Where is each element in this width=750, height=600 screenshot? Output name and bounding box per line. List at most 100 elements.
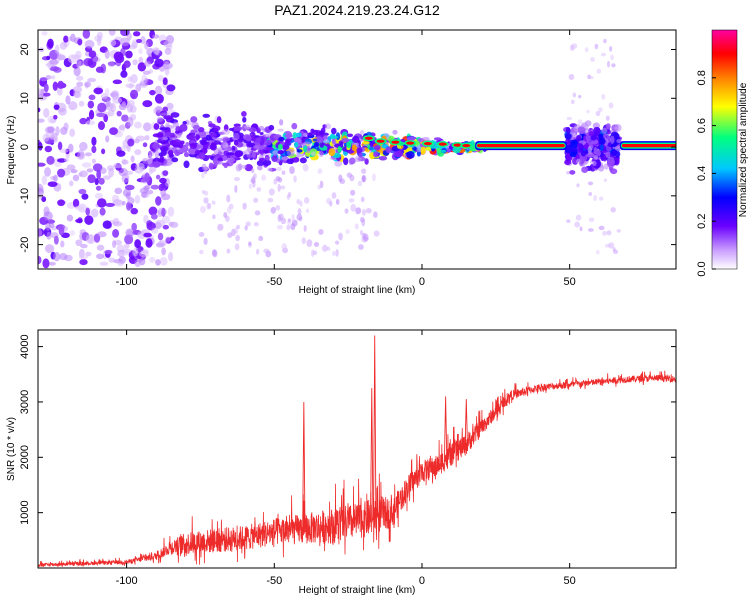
spectrogram-cell bbox=[208, 123, 216, 128]
spectrogram-cell bbox=[135, 83, 142, 92]
spectrogram-cell bbox=[46, 55, 51, 61]
spectrogram-cell bbox=[207, 203, 211, 209]
spectrogram-cell bbox=[299, 200, 303, 207]
spectrogram-peak-core bbox=[462, 143, 471, 148]
spectrogram-cell bbox=[96, 31, 104, 39]
spectrogram-cell bbox=[57, 199, 66, 207]
spectrogram-cell bbox=[211, 249, 217, 257]
spectrogram-cell bbox=[203, 237, 208, 246]
spectrogram-cell bbox=[85, 207, 90, 216]
spectrogram-cell bbox=[167, 206, 175, 217]
spectrogram-cell bbox=[46, 231, 52, 240]
spectrogram-cell bbox=[348, 157, 356, 165]
spectrogram-cell bbox=[205, 134, 212, 141]
spectrogram-cell bbox=[265, 147, 275, 151]
spectrogram-cell bbox=[594, 43, 599, 50]
spectrogram-cell bbox=[131, 222, 138, 231]
spectrogram-cell bbox=[217, 224, 223, 231]
spectrogram-xtick-label: 0 bbox=[419, 276, 425, 288]
spectrogram-cell bbox=[361, 208, 367, 216]
spectrogram-cell bbox=[52, 81, 58, 91]
spectrogram-cell bbox=[183, 152, 190, 158]
spectrogram-cell bbox=[45, 75, 52, 80]
spectrogram-cell bbox=[143, 122, 152, 132]
snr-spike bbox=[373, 335, 377, 520]
spectrogram-cell bbox=[84, 39, 95, 49]
spectrogram-cell bbox=[339, 178, 346, 185]
spectrogram-cell bbox=[289, 166, 295, 175]
spectrogram-cell bbox=[190, 129, 198, 134]
spectrogram-cell bbox=[234, 185, 238, 193]
spectrogram-cell bbox=[566, 116, 573, 121]
spectrogram-cell bbox=[162, 136, 168, 141]
spectrogram-cell bbox=[584, 47, 589, 53]
spectrogram-cell bbox=[149, 256, 156, 263]
spectrogram-cell bbox=[79, 259, 88, 266]
spectrogram-cell bbox=[155, 259, 161, 266]
spectrogram-cell bbox=[117, 249, 125, 258]
spectrogram-cell bbox=[65, 95, 71, 105]
spectrogram-cell bbox=[144, 41, 149, 50]
spectrogram-cell bbox=[134, 149, 142, 156]
spectrogram-cell bbox=[406, 136, 416, 142]
spectrogram-cell bbox=[296, 149, 303, 153]
spectrogram-cell bbox=[566, 171, 570, 175]
spectrogram-cell bbox=[116, 110, 122, 117]
spectrogram-cell bbox=[317, 184, 322, 190]
spectrogram-cell bbox=[598, 137, 606, 145]
spectrogram-cell bbox=[81, 162, 92, 168]
spectrogram-cell bbox=[67, 143, 74, 153]
spectrogram-cell bbox=[596, 150, 601, 157]
spectrogram-cell bbox=[590, 135, 597, 141]
spectrogram-cell bbox=[157, 75, 164, 82]
spectrogram-peak-core bbox=[364, 136, 373, 140]
spectrogram-peak-core bbox=[438, 142, 447, 146]
spectrogram-cell bbox=[109, 39, 117, 47]
spectrogram-cell bbox=[606, 60, 611, 68]
spectrogram-cell bbox=[163, 40, 173, 48]
spectrogram-cell bbox=[91, 158, 96, 164]
spectrogram-cell bbox=[241, 111, 247, 117]
snr-xtick-label: -100 bbox=[116, 575, 138, 587]
spectrogram-cell bbox=[440, 149, 447, 153]
spectrogram-cell bbox=[138, 56, 144, 65]
spectrogram-cell bbox=[243, 124, 251, 130]
spectrogram-cell bbox=[267, 197, 274, 203]
spectrogram-cell bbox=[279, 119, 284, 126]
spectrogram-cell bbox=[588, 217, 595, 223]
spectrogram-cell bbox=[120, 30, 130, 37]
spectrogram-cell bbox=[167, 149, 174, 156]
spectrogram-cell bbox=[350, 203, 357, 212]
spectrogram-cell bbox=[162, 77, 168, 86]
spectrogram-cell bbox=[321, 244, 328, 252]
spectrogram-cell bbox=[38, 162, 46, 167]
spectrogram-ytick-label: -20 bbox=[19, 237, 31, 253]
spectrogram-cell bbox=[70, 169, 78, 174]
spectrogram-cell bbox=[331, 192, 337, 199]
spectrogram-cell bbox=[140, 36, 146, 45]
spectrogram-cell bbox=[134, 166, 144, 174]
spectrogram-cell bbox=[355, 207, 360, 215]
spectrogram-cell bbox=[203, 166, 208, 175]
spectrogram-cell bbox=[152, 47, 160, 55]
spectrogram-cell bbox=[161, 247, 166, 256]
spectrogram-cell bbox=[148, 206, 158, 216]
spectrogram-cell bbox=[56, 52, 62, 61]
spectrogram-cell bbox=[599, 144, 604, 151]
spectrogram-cell bbox=[179, 124, 188, 132]
spectrogram-cell bbox=[73, 66, 81, 77]
spectrogram-cell bbox=[75, 239, 83, 247]
spectrogram-cell bbox=[108, 167, 114, 178]
spectrogram-cell bbox=[165, 131, 172, 137]
spectrogram-cell bbox=[221, 129, 231, 135]
spectrogram-cell bbox=[228, 127, 234, 131]
spectrogram-cell bbox=[606, 134, 611, 144]
spectrogram-cell bbox=[79, 141, 88, 151]
spectrogram-cell bbox=[586, 109, 590, 114]
spectrogram-cell bbox=[284, 133, 293, 139]
spectrogram-cell bbox=[120, 124, 126, 133]
spectrogram-cell bbox=[233, 176, 240, 182]
spectrogram-cell bbox=[226, 194, 231, 203]
spectrogram-cell bbox=[152, 160, 161, 168]
spectrogram-cell bbox=[329, 135, 339, 139]
